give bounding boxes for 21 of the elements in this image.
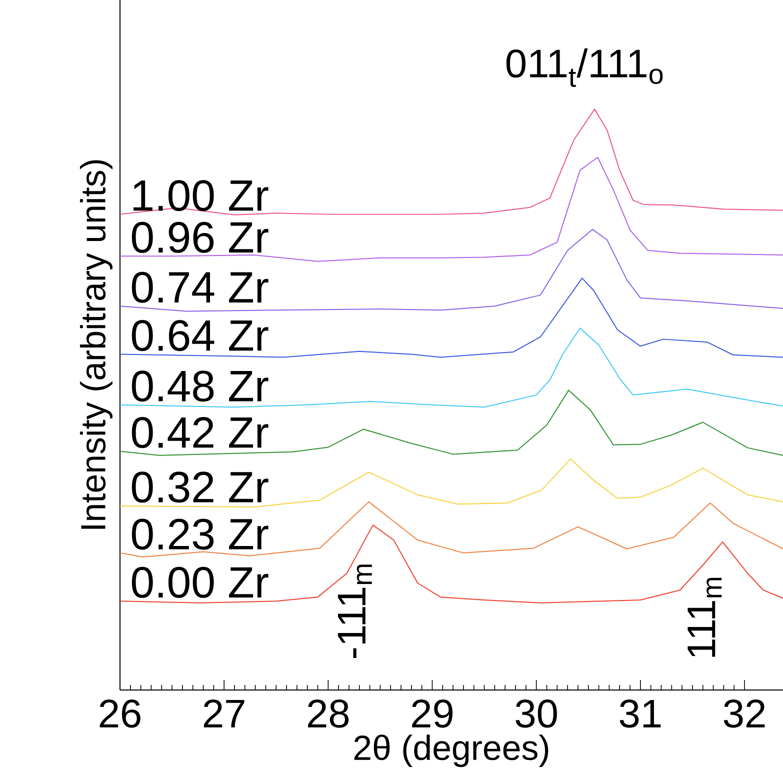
series-label: 0.23 Zr <box>132 518 268 550</box>
series-label: 0.00 Zr <box>132 566 268 598</box>
y-axis-title: Intensity (arbitrary units) <box>80 160 112 529</box>
series-label: 0.48 Zr <box>132 370 268 402</box>
x-tick-label: 26 <box>100 700 140 728</box>
x-tick-label: 27 <box>204 700 244 728</box>
series-label: 0.42 Zr <box>132 417 268 448</box>
x-tick-label: 29 <box>412 700 453 728</box>
annotation: -111$_{m}$ <box>338 564 372 658</box>
annotation: 111$_{m}$ <box>688 578 722 657</box>
series-label: 0.32 Zr <box>132 472 268 503</box>
series-label: 0.74 Zr <box>132 272 268 303</box>
annotation: 011$_{t}$/111$_{o}$ <box>506 48 663 87</box>
x-tick-label: 30 <box>516 700 557 728</box>
series-label: 1.00 Zr <box>134 180 268 212</box>
x-tick-label: 31 <box>620 700 661 728</box>
x-tick-label: 32 <box>724 700 765 728</box>
series-label: 0.96 Zr <box>132 222 268 253</box>
series-label: 0.64 Zr <box>132 320 268 352</box>
x-axis-title: 2θ (degrees) <box>354 734 548 768</box>
x-tick-label: 28 <box>308 700 349 728</box>
